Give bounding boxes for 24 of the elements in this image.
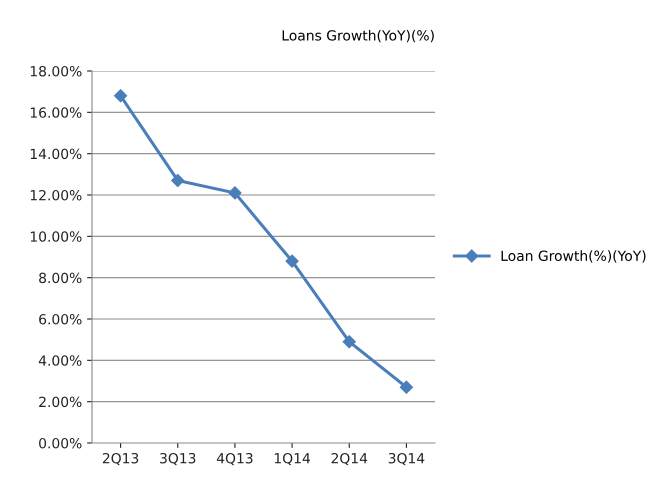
x-tick-label: 2Q14 xyxy=(332,452,368,466)
y-tick-label: 18.00% xyxy=(30,66,82,76)
point xyxy=(228,186,242,200)
x-tick-label: 3Q13 xyxy=(160,452,196,466)
chart-title: Loans Growth(YoY)(%) xyxy=(282,30,434,42)
x-tick-label: 3Q14 xyxy=(388,452,424,466)
point xyxy=(285,254,299,268)
y-tick-label: 6.00% xyxy=(39,314,82,324)
y-tick-label: 2.00% xyxy=(39,396,82,408)
point xyxy=(171,174,184,188)
y-tick-label: 4.00% xyxy=(38,355,82,366)
x-tick-label: 4Q13 xyxy=(216,452,253,466)
y-tick-label: 16.00% xyxy=(30,107,82,118)
y-tick-label: 14.00% xyxy=(30,148,82,160)
point xyxy=(342,335,356,348)
y-tick-label: 8.00% xyxy=(39,272,82,284)
x-tick-label: 1Q14 xyxy=(274,452,310,466)
point xyxy=(114,89,128,102)
y-tick-label: 0.00% xyxy=(39,438,82,448)
x-tick-label: 2Q13 xyxy=(102,452,138,466)
legend-label: Loan Growth(%)(YoY) xyxy=(502,250,646,263)
y-tick-label: 12.00% xyxy=(30,190,82,200)
y-tick-label: 10.00% xyxy=(30,231,82,242)
point xyxy=(400,380,414,394)
